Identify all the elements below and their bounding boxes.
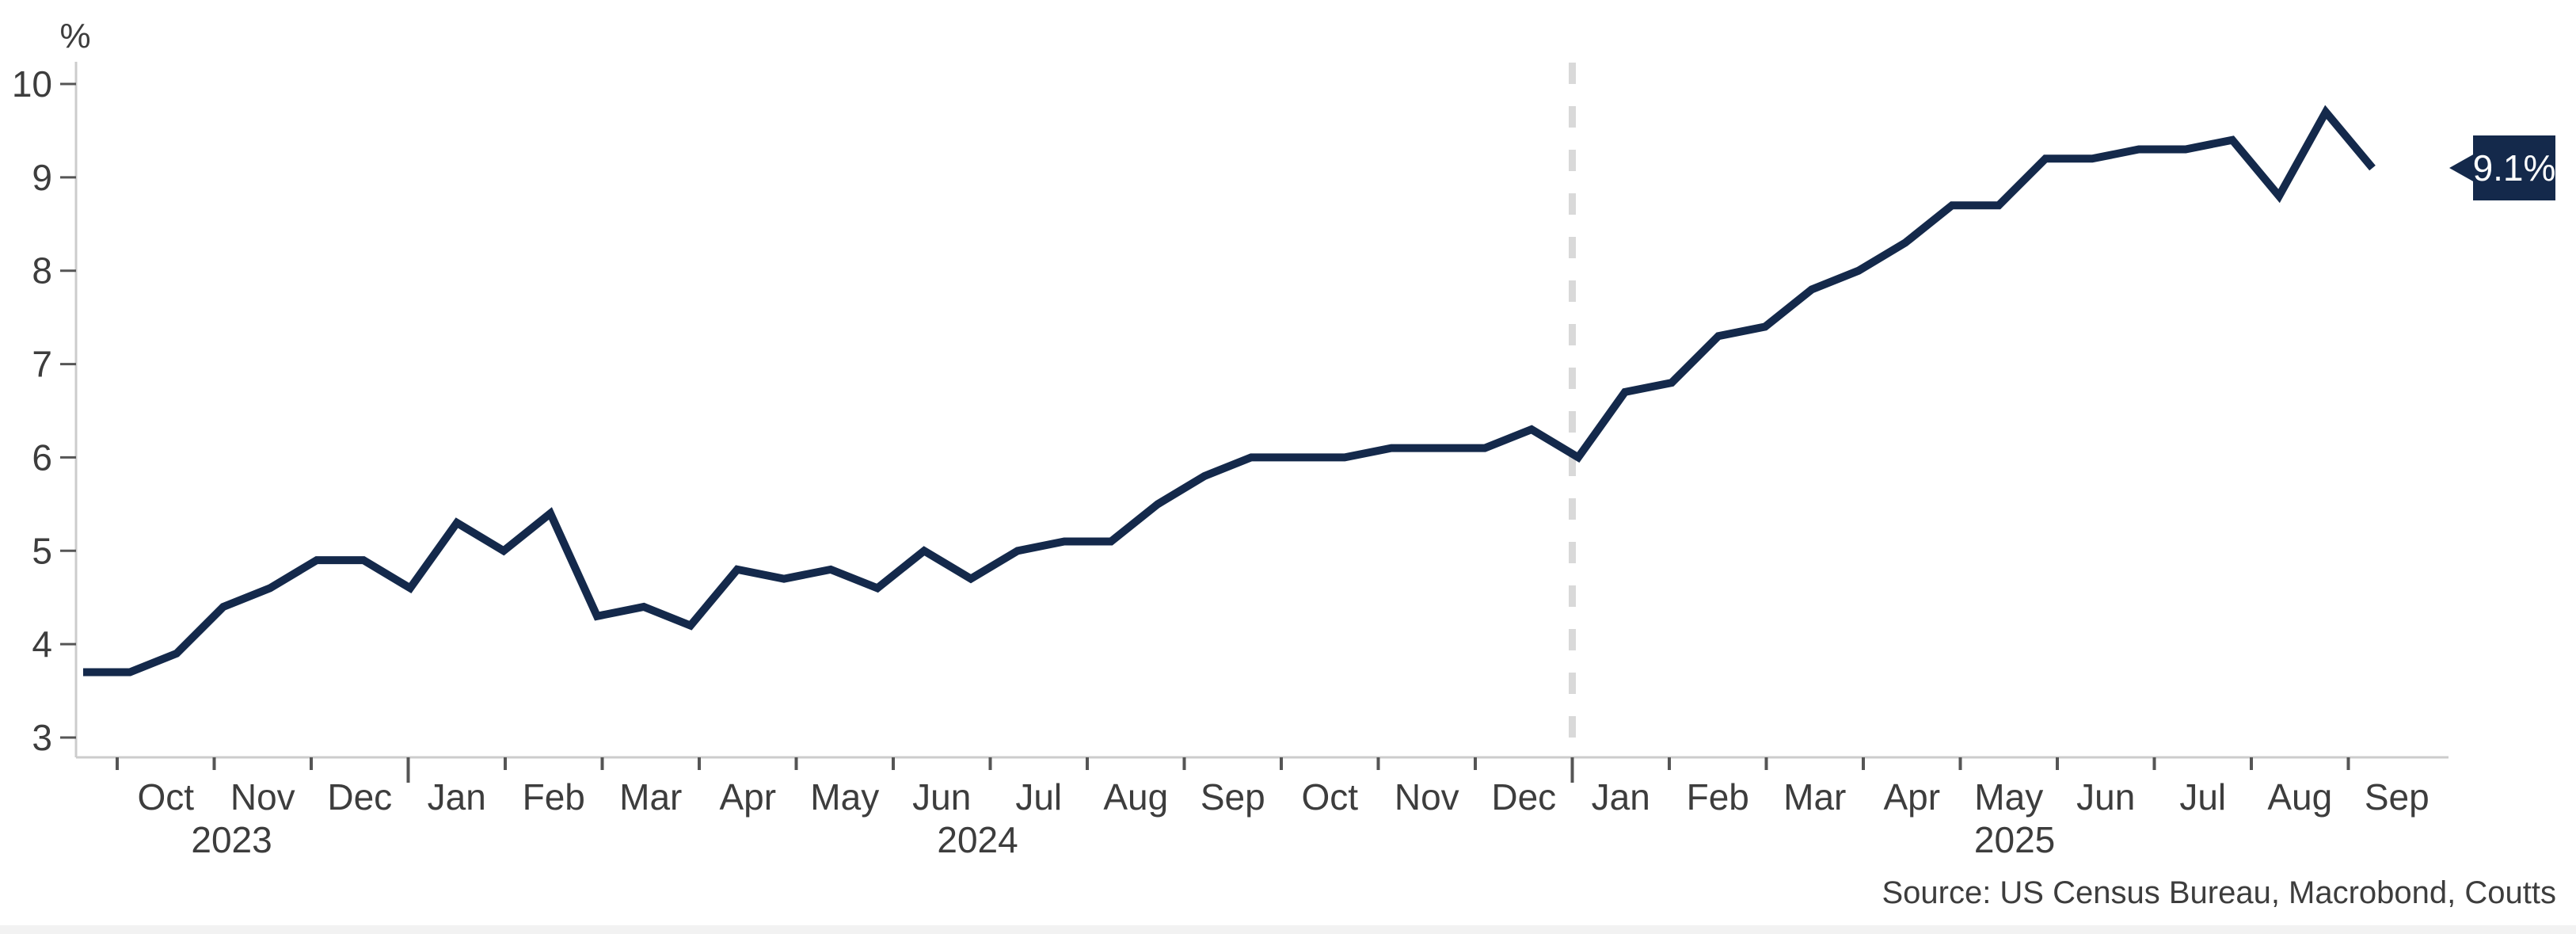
y-tick-label: 8 [32, 250, 52, 292]
month-label: May [810, 776, 879, 818]
month-label: Jul [2179, 776, 2226, 818]
month-label: Aug [1103, 776, 1168, 818]
month-label: Jan [1592, 776, 1650, 818]
month-label: Mar [619, 776, 682, 818]
year-label: 2025 [1974, 819, 2055, 860]
callout-value: 9.1% [2473, 147, 2556, 189]
month-label: Oct [1301, 776, 1358, 818]
month-label: Jan [428, 776, 486, 818]
month-label: Jun [2076, 776, 2135, 818]
month-label: Apr [1883, 776, 1940, 818]
month-label: Oct [137, 776, 194, 818]
month-label: Nov [230, 776, 295, 818]
y-tick-label: 9 [32, 157, 52, 198]
y-tick-label: 7 [32, 344, 52, 385]
month-label: May [1974, 776, 2043, 818]
callout-arrow-icon [2449, 154, 2475, 182]
chart-generated-layer: 10 9 8 7 6 5 4 3 Oct Nov Dec Jan Feb Mar Apr May Jun Jul A… [12, 62, 2449, 860]
callout-box [2473, 135, 2555, 200]
y-tick-label: 4 [32, 623, 52, 665]
month-label: Sep [1200, 776, 1265, 818]
month-label: Sep [2365, 776, 2430, 818]
month-label: Nov [1395, 776, 1459, 818]
y-tick-label: 3 [32, 717, 52, 758]
source-note: Source: US Census Bureau, Macrobond, Cou… [1882, 875, 2556, 910]
year-label: 2024 [937, 819, 1018, 860]
value-callout: 9.1% [2449, 135, 2555, 200]
month-label: Dec [1491, 776, 1556, 818]
trend-line [83, 105, 2376, 677]
y-tick-label: 5 [32, 530, 52, 571]
y-tick-label: 10 [12, 63, 52, 105]
y-tick-label: 6 [32, 437, 52, 478]
month-label: Dec [327, 776, 392, 818]
month-label: Jul [1015, 776, 1062, 818]
month-label: Feb [523, 776, 585, 818]
y-axis-unit-label: % [59, 17, 90, 55]
month-label: Mar [1783, 776, 1846, 818]
month-label: Jun [912, 776, 971, 818]
month-label: Feb [1687, 776, 1749, 818]
footer-band [0, 925, 2576, 934]
month-label: Apr [719, 776, 776, 818]
month-label: Aug [2267, 776, 2332, 818]
year-label: 2023 [191, 819, 272, 860]
